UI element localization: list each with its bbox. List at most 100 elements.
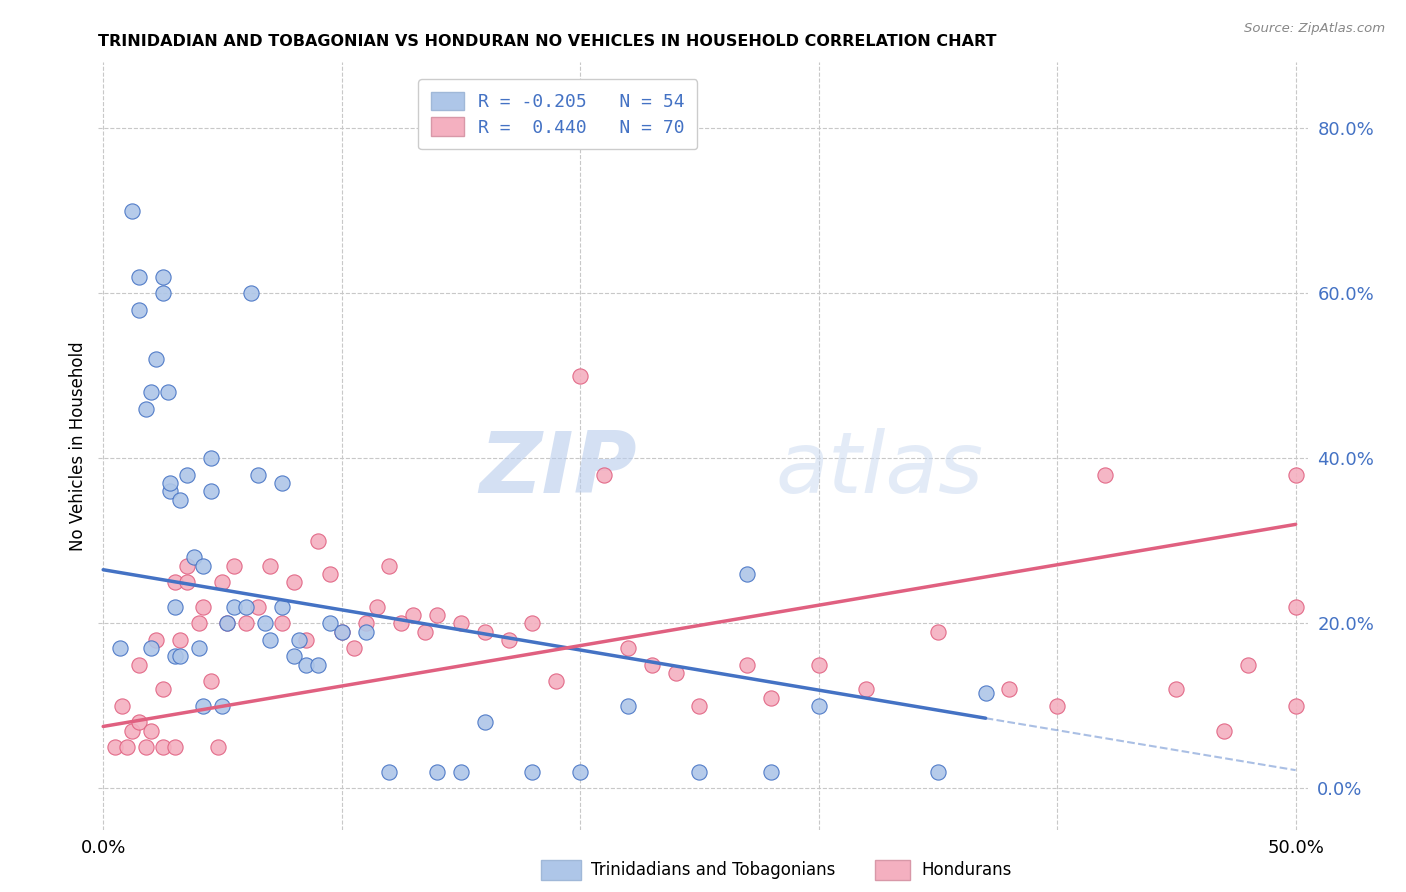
Point (145, 632, 167, 647)
Point (450, 616, 472, 631)
Point (254, 616, 277, 631)
Point (342, 641, 364, 656)
Point (207, 740, 229, 755)
Point (426, 764, 449, 779)
Point (378, 558, 401, 573)
Point (200, 674, 222, 689)
Point (688, 698, 710, 713)
Point (169, 649, 191, 664)
Point (271, 616, 294, 631)
Point (176, 575, 198, 590)
Point (169, 632, 191, 647)
Point (474, 715, 496, 730)
Point (759, 690, 782, 705)
Point (807, 657, 830, 672)
Legend: R = -0.205   N = 54, R =  0.440   N = 70: R = -0.205 N = 54, R = 0.440 N = 70 (419, 79, 697, 150)
Point (413, 624, 436, 639)
Point (163, 740, 186, 755)
Point (111, 698, 134, 713)
Point (135, 401, 157, 416)
Text: Source: ZipAtlas.com: Source: ZipAtlas.com (1244, 22, 1385, 36)
Point (235, 599, 257, 614)
Point (807, 698, 830, 713)
Point (145, 352, 167, 367)
Point (402, 608, 425, 623)
Point (664, 665, 686, 680)
Point (163, 649, 186, 664)
Point (307, 657, 329, 672)
Point (319, 616, 342, 631)
Point (1046, 698, 1069, 713)
Point (569, 764, 592, 779)
Point (998, 682, 1021, 697)
Point (389, 616, 412, 631)
Point (152, 269, 174, 284)
Point (688, 764, 710, 779)
Point (128, 715, 150, 730)
Point (235, 616, 257, 631)
Point (450, 764, 472, 779)
Point (163, 575, 186, 590)
Point (319, 566, 342, 581)
Point (474, 624, 496, 639)
Point (183, 550, 205, 565)
Text: atlas: atlas (776, 427, 984, 510)
Point (156, 385, 179, 400)
Point (735, 566, 758, 581)
Point (135, 740, 157, 755)
Point (354, 616, 377, 631)
Point (121, 203, 143, 218)
Point (283, 575, 305, 590)
Point (1213, 723, 1236, 738)
Point (1331, 740, 1354, 755)
Point (104, 740, 127, 755)
Point (307, 533, 329, 548)
Point (927, 764, 949, 779)
Point (247, 599, 270, 614)
Point (617, 698, 640, 713)
Point (139, 641, 162, 656)
Point (569, 368, 592, 383)
Point (295, 632, 318, 647)
Point (159, 476, 181, 491)
Point (522, 764, 544, 779)
Point (247, 467, 270, 482)
Point (1355, 698, 1378, 713)
Point (187, 616, 209, 631)
Point (224, 558, 246, 573)
Point (1285, 698, 1308, 713)
Point (1094, 467, 1116, 482)
Point (287, 632, 309, 647)
Point (259, 632, 281, 647)
Point (193, 558, 215, 573)
Point (855, 682, 877, 697)
Text: Trinidadians and Tobagonians: Trinidadians and Tobagonians (591, 861, 835, 879)
Point (176, 467, 198, 482)
Point (211, 575, 233, 590)
Point (354, 624, 377, 639)
Point (617, 641, 640, 656)
Point (498, 632, 520, 647)
Point (224, 599, 246, 614)
Point (152, 286, 174, 301)
Point (378, 764, 401, 779)
Point (735, 657, 758, 672)
Point (426, 608, 449, 623)
Point (200, 451, 222, 466)
Point (546, 674, 568, 689)
Point (759, 764, 782, 779)
Point (121, 723, 143, 738)
Point (1285, 599, 1308, 614)
Point (366, 599, 388, 614)
Point (330, 624, 353, 639)
Y-axis label: No Vehicles in Household: No Vehicles in Household (69, 341, 87, 551)
Point (176, 558, 198, 573)
Point (128, 269, 150, 284)
Text: Hondurans: Hondurans (921, 861, 1011, 879)
Text: TRINIDADIAN AND TOBAGONIAN VS HONDURAN NO VEHICLES IN HOUSEHOLD CORRELATION CHAR: TRINIDADIAN AND TOBAGONIAN VS HONDURAN N… (98, 34, 997, 49)
Point (115, 740, 138, 755)
Point (927, 624, 949, 639)
Point (128, 302, 150, 317)
Point (152, 740, 174, 755)
Point (271, 476, 294, 491)
